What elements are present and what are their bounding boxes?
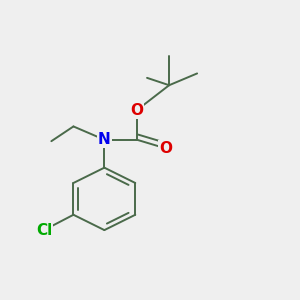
Text: O: O (130, 103, 143, 118)
Text: Cl: Cl (36, 223, 52, 238)
Text: N: N (98, 132, 111, 147)
Text: O: O (160, 141, 173, 156)
